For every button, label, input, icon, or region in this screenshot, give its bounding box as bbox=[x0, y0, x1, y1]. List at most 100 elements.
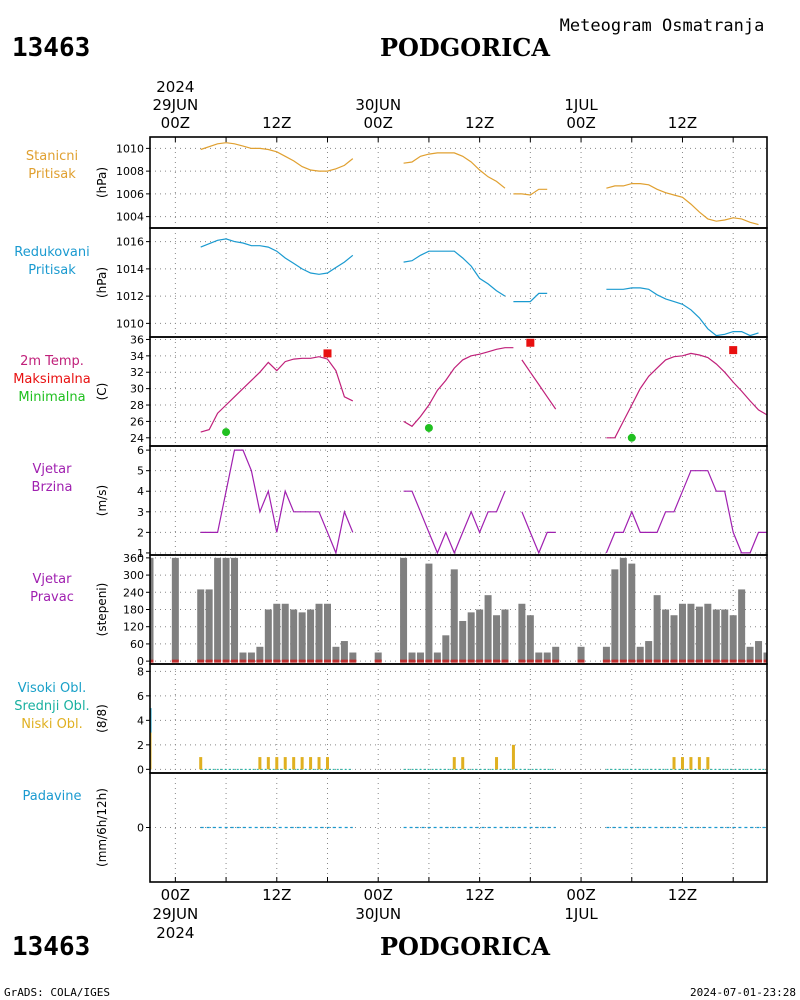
series-line bbox=[605, 470, 767, 554]
meteogram-subtitle: Meteogram Osmatranja bbox=[560, 16, 765, 36]
cloud-low-bar bbox=[672, 757, 676, 770]
direction-bar bbox=[425, 563, 433, 662]
panels: 1004100610081010(hPa)StanicniPritisak101… bbox=[13, 136, 768, 883]
panel-label-line: Redukovani bbox=[14, 245, 89, 260]
panel-label-line: Minimalna bbox=[18, 390, 85, 405]
direction-bar-base bbox=[416, 659, 424, 663]
cloud-low-bar bbox=[680, 757, 684, 770]
plot-area bbox=[150, 708, 767, 770]
y-tick-label: 8 bbox=[137, 665, 144, 678]
station-id-top: 13463 bbox=[12, 33, 90, 63]
cloud-low-bar bbox=[258, 757, 262, 770]
tmax-marker bbox=[729, 346, 738, 355]
direction-bar bbox=[214, 557, 222, 662]
direction-bar bbox=[205, 589, 213, 662]
tmax-marker bbox=[526, 338, 535, 347]
time-tick-date-top: 29JUN bbox=[152, 96, 198, 114]
direction-bar-base bbox=[197, 659, 205, 663]
y-tick-label: 4 bbox=[137, 485, 144, 498]
direction-bar-base bbox=[678, 659, 686, 663]
station-name-top: PODGORICA bbox=[380, 33, 550, 62]
time-tick-hour-top: 00Z bbox=[161, 114, 190, 132]
y-tick-label: 120 bbox=[123, 621, 144, 634]
cloud-low-bar bbox=[325, 757, 329, 770]
y-tick-label: 1010 bbox=[116, 142, 144, 155]
direction-bar bbox=[678, 603, 686, 662]
panel-unit-label: (hPa) bbox=[95, 167, 109, 198]
direction-bar-base bbox=[205, 659, 213, 663]
plot-area bbox=[150, 557, 767, 663]
direction-bar-base bbox=[476, 659, 484, 663]
direction-bar-base bbox=[712, 659, 720, 663]
direction-bar bbox=[171, 557, 179, 662]
direction-bar-base bbox=[332, 659, 340, 663]
direction-bar-base bbox=[298, 659, 306, 663]
tmin-marker bbox=[222, 428, 231, 437]
direction-bar-base bbox=[256, 659, 264, 663]
plot-area bbox=[200, 338, 767, 442]
panel-label-line: Brzina bbox=[32, 480, 73, 495]
y-tick-label: 6 bbox=[137, 690, 144, 703]
plot-area bbox=[200, 238, 759, 337]
y-tick-label: 28 bbox=[130, 399, 144, 412]
direction-bar bbox=[746, 646, 754, 662]
direction-bar-base bbox=[763, 659, 767, 663]
cloud-low-bar bbox=[317, 757, 321, 770]
plot-area bbox=[200, 449, 767, 555]
series-line bbox=[403, 347, 514, 428]
panel-unit-label: (8/8) bbox=[95, 704, 109, 733]
y-tick-label: 32 bbox=[130, 366, 144, 379]
direction-bar-base bbox=[501, 659, 509, 663]
direction-bar bbox=[433, 652, 441, 662]
cloud-low-bar bbox=[461, 757, 465, 770]
direction-bar bbox=[543, 652, 551, 662]
cloud-low-bar bbox=[199, 757, 203, 770]
direction-bar bbox=[247, 652, 255, 662]
direction-bar-base bbox=[755, 659, 763, 663]
direction-bar-base bbox=[721, 659, 729, 663]
time-tick-hour-bottom: 00Z bbox=[161, 886, 190, 904]
direction-bar bbox=[687, 603, 695, 662]
time-tick-hour-top: 00Z bbox=[566, 114, 595, 132]
direction-bar bbox=[340, 641, 348, 662]
y-tick-label: 0 bbox=[137, 655, 144, 668]
y-tick-label: 0 bbox=[137, 822, 144, 835]
direction-bar bbox=[332, 646, 340, 662]
y-tick-label: 1012 bbox=[116, 290, 144, 303]
direction-bar-base bbox=[535, 659, 543, 663]
y-tick-label: 26 bbox=[130, 415, 144, 428]
panel-border bbox=[149, 663, 768, 774]
direction-bar-base bbox=[273, 659, 281, 663]
y-tick-label: 6 bbox=[137, 444, 144, 457]
time-tick-date-bottom: 1JUL bbox=[564, 905, 598, 923]
y-tick-label: 1004 bbox=[116, 211, 144, 224]
direction-bar-base bbox=[349, 659, 357, 663]
direction-bar bbox=[467, 612, 475, 662]
direction-bar bbox=[273, 603, 281, 662]
series-line bbox=[403, 250, 506, 297]
direction-bar bbox=[670, 615, 678, 662]
y-tick-label: 34 bbox=[130, 350, 144, 363]
direction-bar-base bbox=[602, 659, 610, 663]
y-tick-label: 2 bbox=[137, 739, 144, 752]
series-line bbox=[521, 511, 556, 555]
y-tick-label: 60 bbox=[130, 638, 144, 651]
panel-wind-speed: 1 2 3 4 5 6 (m/s) Vjetar Brzina bbox=[32, 444, 768, 560]
y-tick-label: 240 bbox=[123, 586, 144, 599]
panel-label-line: Maksimalna bbox=[13, 372, 91, 387]
direction-bar-base bbox=[247, 659, 255, 663]
tmin-marker bbox=[424, 423, 433, 432]
direction-bar-base bbox=[374, 659, 382, 663]
panel-label-line: 2m Temp. bbox=[20, 354, 84, 369]
direction-bar bbox=[704, 603, 712, 662]
time-tick-hour-bottom: 12Z bbox=[262, 886, 291, 904]
series-line bbox=[606, 183, 759, 226]
direction-bar bbox=[349, 652, 357, 662]
cloud-low-bar bbox=[511, 744, 515, 770]
direction-bar bbox=[535, 652, 543, 662]
panel-label-line: Pravac bbox=[30, 590, 74, 605]
y-tick-label: 300 bbox=[123, 569, 144, 582]
direction-bar-base bbox=[670, 659, 678, 663]
